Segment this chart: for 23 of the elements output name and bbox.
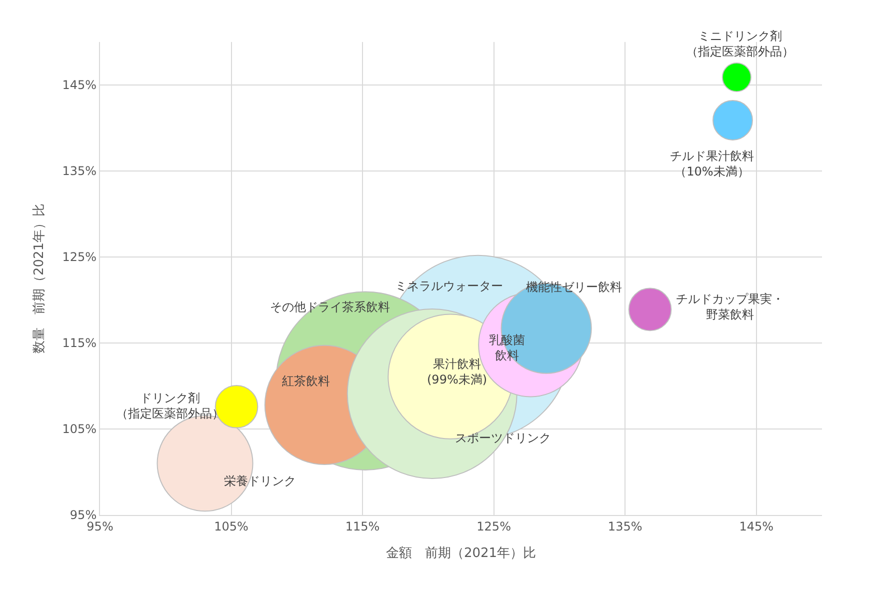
x-tick-label: 105% [214,519,248,534]
x-axis-title: 金額 前期（2021年）比 [386,546,536,561]
y-tick-label: 115% [62,336,97,350]
series-label: スポーツドリンク [455,431,551,445]
series-label: ミネラルウォーター [395,279,503,293]
series-label: ドリンク剤（指定医薬部外品） [116,391,224,421]
y-tick-label: 145% [62,78,97,92]
x-tick-label: 135% [608,519,642,534]
series-label: その他ドライ茶系飲料 [270,300,390,314]
series-label: チルド果汁飲料（10%未満） [670,149,754,179]
series-label: 果汁飲料(99%未満) [427,357,488,387]
y-tick-label: 125% [62,250,97,264]
y-axis-title: 数量 前期（2021年）比 [32,203,48,354]
x-tick-label: 115% [345,519,380,534]
y-tick-label: 135% [62,164,97,178]
x-tick-label: 145% [739,519,774,534]
series-label: ミニドリンク剤（指定医薬部外品） [686,29,794,59]
series-label: 栄養ドリンク [224,474,296,488]
y-tick-label: 105% [62,422,97,436]
series-label: 紅茶飲料 [282,374,330,388]
series-label: チルドカップ果実・野菜飲料 [676,292,784,322]
series-label: 機能性ゼリー飲料 [526,280,622,294]
x-tick-label: 125% [476,519,511,534]
